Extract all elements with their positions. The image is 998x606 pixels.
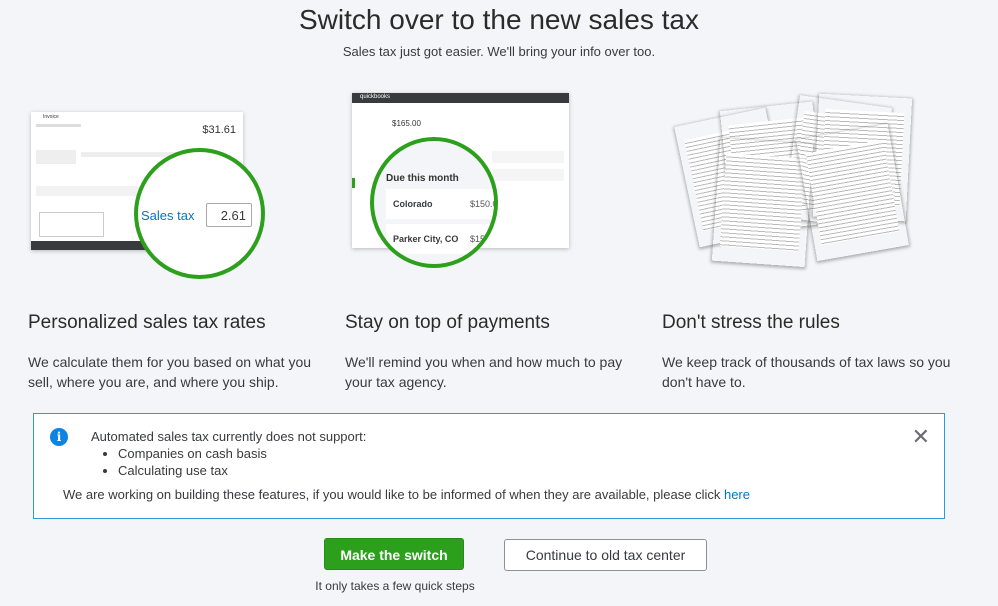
close-icon[interactable]: ✕ [911, 424, 930, 449]
notice-heading: Automated sales tax currently does not s… [91, 429, 367, 444]
feature-title: Don't stress the rules [662, 312, 840, 333]
sales-tax-label: Sales tax [141, 208, 195, 223]
sales-tax-magnifier: Sales tax 2.61 [134, 148, 265, 279]
payments-magnifier: Due this month Colorado $150.00 Parker C… [370, 137, 498, 268]
documents-stack-icon [673, 90, 950, 280]
due-heading: Due this month [386, 173, 459, 184]
feature-description: We'll remind you when and how much to pa… [345, 354, 623, 390]
page-subtitle: Sales tax just got easier. We'll bring y… [342, 44, 656, 59]
list-item: Companies on cash basis [118, 445, 267, 462]
due-row-amount: $150.00 [470, 199, 498, 209]
notice-banner: i Automated sales tax currently does not… [33, 413, 945, 519]
feature-description: We calculate them for you based on what … [28, 354, 312, 390]
steps-note: It only takes a few quick steps [315, 579, 475, 593]
invoice-title: Invoice [43, 114, 59, 120]
make-the-switch-button[interactable]: Make the switch [324, 538, 464, 570]
due-row-amount: $15.00 [470, 234, 498, 244]
notify-me-link[interactable]: here [723, 487, 750, 502]
info-icon: i [50, 428, 68, 446]
feature-description: We keep track of thousands of tax laws s… [662, 354, 951, 390]
notice-list: Companies on cash basis Calculating use … [118, 445, 267, 479]
due-row-label: Parker City, CO [393, 234, 459, 244]
feature-title: Stay on top of payments [345, 312, 550, 333]
brand-logo: quickbooks [360, 94, 391, 100]
invoice-balance: $31.61 [202, 124, 236, 136]
continue-old-tax-center-button[interactable]: Continue to old tax center [504, 539, 707, 571]
notice-body: We are working on building these feature… [63, 487, 750, 502]
feature-title: Personalized sales tax rates [28, 312, 266, 333]
tax-amount: $165.00 [392, 119, 421, 128]
notice-body-text: We are working on building these feature… [63, 487, 724, 502]
list-item: Calculating use tax [118, 462, 267, 479]
sales-tax-value: 2.61 [206, 203, 252, 227]
page-title: Switch over to the new sales tax [299, 4, 699, 35]
due-row-label: Colorado [393, 199, 433, 209]
